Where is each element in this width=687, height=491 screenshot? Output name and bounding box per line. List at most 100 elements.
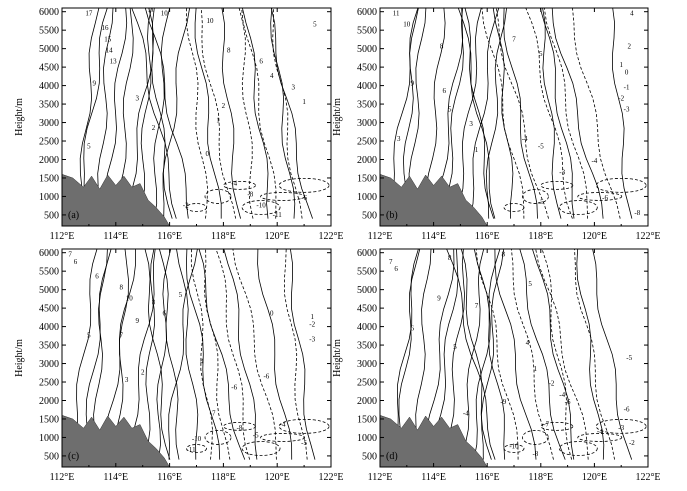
contour-line xyxy=(480,249,505,460)
contour-label: 7 xyxy=(389,258,393,266)
contour-label: 3 xyxy=(125,376,129,384)
x-tick-label: 116°E xyxy=(157,231,182,242)
contour-line xyxy=(595,418,647,434)
y-tick-label: 1000 xyxy=(39,192,59,203)
contour-label: -2 xyxy=(549,380,555,388)
contour-label: -6 xyxy=(301,194,307,202)
contour-label: 10 xyxy=(207,17,215,25)
y-tick-label: 4000 xyxy=(357,81,377,92)
contour-label: 2 xyxy=(222,102,226,110)
contour-label: 15 xyxy=(104,35,112,43)
panel-label: (a) xyxy=(68,210,79,221)
x-tick-label: 118°E xyxy=(211,472,236,483)
y-tick-label: 500 xyxy=(44,210,59,221)
contour-label: 8 xyxy=(119,284,123,292)
contour-label: 0 xyxy=(625,69,629,77)
contour-line xyxy=(522,189,549,204)
contour-label: 5 xyxy=(539,50,543,58)
contour-line xyxy=(278,177,330,193)
contour-line xyxy=(97,8,114,219)
contour-line xyxy=(194,8,222,219)
contour-label: 4 xyxy=(526,339,530,347)
y-axis-label: Height/m xyxy=(14,339,25,377)
contour-label: -4 xyxy=(559,391,565,399)
contour-label: 10 xyxy=(161,9,169,17)
contour-line xyxy=(257,249,293,460)
contour-label: 1 xyxy=(310,313,314,321)
contour-label: -8 xyxy=(237,424,243,432)
y-tick-label: 4500 xyxy=(39,304,59,315)
y-tick-label: 4500 xyxy=(39,63,59,74)
contour-label: -5 xyxy=(626,354,632,362)
contour-line xyxy=(176,249,199,460)
contour-line xyxy=(223,421,256,431)
contour-label: -7 xyxy=(210,409,216,417)
contour-label: -10 xyxy=(192,435,202,443)
contour-line xyxy=(577,433,623,442)
contour-label: 2 xyxy=(141,369,145,377)
contour-line xyxy=(221,8,241,219)
contour-line xyxy=(440,8,464,219)
contour-line xyxy=(558,441,598,456)
contour-label: -6 xyxy=(231,383,237,391)
contour-line xyxy=(223,249,258,460)
x-tick-label: 114°E xyxy=(421,472,446,483)
contour-label: -4 xyxy=(463,409,469,417)
contour-line xyxy=(576,249,605,460)
contour-line xyxy=(223,180,256,190)
contour-line xyxy=(131,8,177,219)
contour-line xyxy=(260,433,305,442)
contour-line xyxy=(204,430,232,445)
contour-line xyxy=(198,249,246,460)
y-tick-label: 500 xyxy=(362,451,377,462)
contour-line xyxy=(124,249,156,460)
contour-line xyxy=(122,8,155,219)
x-tick-label: 112°E xyxy=(50,472,75,483)
y-tick-label: 1000 xyxy=(39,433,59,444)
y-tick-label: 3000 xyxy=(39,118,59,129)
y-tick-label: 5000 xyxy=(357,44,377,55)
contour-label: -3 xyxy=(624,106,630,114)
contour-label: 5 xyxy=(87,332,91,340)
contour-line xyxy=(272,8,303,219)
contour-label: 1 xyxy=(302,98,306,106)
contour-label: 7 xyxy=(512,35,516,43)
contour-line xyxy=(481,8,525,219)
contour-label: 4 xyxy=(200,358,204,366)
contour-line xyxy=(475,249,519,460)
contour-label: 0 xyxy=(206,150,210,158)
contour-label: 8 xyxy=(227,46,231,54)
contour-label: 8 xyxy=(152,298,156,306)
contour-label: 6 xyxy=(95,273,99,281)
contour-line xyxy=(532,249,575,460)
contour-line xyxy=(260,192,305,201)
contour-label: -2 xyxy=(309,321,315,329)
contour-label: 3 xyxy=(136,94,140,102)
contour-line xyxy=(162,8,190,219)
contour-line xyxy=(159,249,180,460)
y-axis-label: Height/m xyxy=(14,98,25,136)
contour-line xyxy=(522,430,549,445)
contour-label: -4 xyxy=(591,157,597,165)
contour-line xyxy=(460,249,492,460)
contour-label: 13 xyxy=(110,57,118,65)
contour-label: -5 xyxy=(253,431,259,439)
contour-line xyxy=(454,8,482,219)
contour-label: -7 xyxy=(543,420,549,428)
y-tick-label: 3500 xyxy=(39,100,59,111)
contour-label: 5 xyxy=(179,291,183,299)
contour-label: -3 xyxy=(618,424,624,432)
contour-line xyxy=(278,418,330,434)
contour-line xyxy=(242,8,269,219)
y-tick-label: 4000 xyxy=(39,81,59,92)
contour-line xyxy=(204,189,232,204)
contour-label: 9 xyxy=(410,80,414,88)
contour-label: 8 xyxy=(502,250,506,258)
contour-label: 14 xyxy=(106,46,114,54)
contour-label: -6 xyxy=(624,406,630,414)
contour-label: 3 xyxy=(469,120,473,128)
y-tick-label: 5000 xyxy=(39,44,59,55)
x-tick-label: 118°E xyxy=(528,472,553,483)
contour-label: -3 xyxy=(309,335,315,343)
contour-line xyxy=(592,249,633,460)
